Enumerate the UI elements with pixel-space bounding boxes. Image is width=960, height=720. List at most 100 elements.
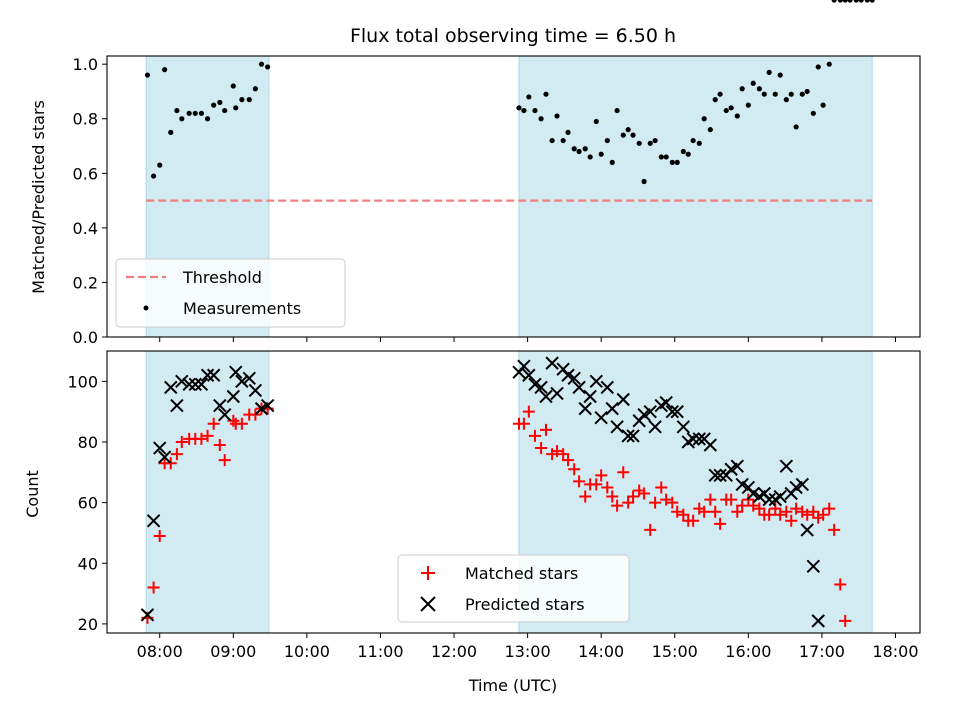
measurement-point [630,132,636,138]
predicted-star-point [170,398,184,413]
measurement-point [783,97,789,103]
measurement-point [614,107,620,114]
measurement-point [150,173,157,179]
measurement-point [641,178,647,185]
x-tick-label: 14:00 [578,642,624,661]
measurement-point [636,140,642,146]
matched-star-point [753,502,766,515]
measurement-point [598,151,604,157]
measurement-point [211,102,217,108]
legend-threshold-label: Threshold [182,268,262,287]
matched-star-point [539,423,552,436]
x-axis-label: Time (UTC) [468,676,557,695]
matched-star-point [709,505,722,518]
top-shaded-intervals [145,55,873,338]
predicted-star-point [713,468,727,483]
measurement-point [157,162,163,168]
measurement-point [707,127,713,133]
predicted-star-point [175,374,189,389]
legend-matched-label: Matched stars [465,564,578,583]
predicted-star-point [600,380,615,395]
measurement-point [793,124,799,130]
predicted-star-point [218,407,232,422]
legend-measurements-swatch [143,305,149,311]
predicted-star-point [213,398,227,413]
matched-star-point [573,475,586,488]
predicted-star-point [545,356,559,370]
matched-star-point [153,529,166,542]
x-tick-label: 08:00 [137,642,183,661]
measurement-point [521,107,527,114]
measurement-point [543,91,549,97]
matched-star-point [714,517,727,530]
bottom-predicted-points [141,356,825,628]
predicted-star-point [578,401,592,416]
measurement-point [230,83,236,89]
predicted-star-point [610,420,624,434]
x-tick-label: 10:00 [284,642,330,661]
measurement-point [652,137,658,144]
matched-star-point [235,417,248,430]
measurement-point [777,72,783,78]
matched-star-point [807,505,820,518]
matched-star-point [763,508,776,521]
predicted-star-point [589,374,603,389]
measurement-point [565,129,571,135]
predicted-star-point [522,368,536,382]
measurement-point [265,64,271,70]
matched-star-point [568,463,581,476]
matched-star-point [590,478,603,491]
measurement-point [717,91,723,97]
measurement-point [837,0,843,3]
measurement-point [869,0,875,3]
predicted-star-point [534,380,548,395]
matched-star-point [671,505,684,518]
measurement-point [239,97,245,103]
measurement-point [745,102,751,108]
matched-star-point [731,505,744,518]
predicted-star-point [703,438,718,452]
y-tick-label: 0.2 [73,273,98,292]
measurement-point [788,91,794,97]
measurement-point [826,61,832,67]
predicted-star-point [670,404,684,419]
matched-star-point [817,508,830,521]
bottom-legend-box [397,554,630,623]
predicted-star-point [621,429,635,443]
predicted-star-point [594,411,608,425]
predicted-star-point [659,395,673,410]
measurement-point [815,64,821,70]
predicted-star-point [800,523,814,537]
top-legend: Threshold Measurements [115,258,346,328]
measurement-point [663,154,669,160]
measurement-point [734,113,740,119]
measurement-point [750,80,756,86]
legend-predicted-label: Predicted stars [465,595,585,614]
measurement-point [549,137,555,144]
predicted-star-point [182,377,196,392]
top-legend-box [115,258,346,328]
predicted-star-point [242,371,256,385]
matched-star-point [249,408,262,421]
matched-star-point [562,454,575,467]
measurement-point [625,127,631,133]
matched-star-point [823,502,836,515]
matched-star-point [774,508,787,521]
bottom-y-axis-label: Count [23,470,42,518]
measurement-point [192,110,198,116]
predicted-star-point [795,477,809,492]
predicted-star-point [762,492,776,507]
measurement-point [532,107,538,114]
bottom-legend: Matched stars Predicted stars [397,554,630,623]
measurement-point [831,0,837,3]
measurement-point [820,102,826,108]
top-axes-frame [106,55,921,338]
measurement-point [582,146,588,152]
measurement-point [853,0,859,3]
matched-star-point [170,448,183,461]
measurement-point [712,97,718,103]
x-tick-label: 13:00 [505,642,551,661]
matched-star-point [195,432,208,445]
matched-star-point [801,508,814,521]
measurement-point [246,97,252,103]
